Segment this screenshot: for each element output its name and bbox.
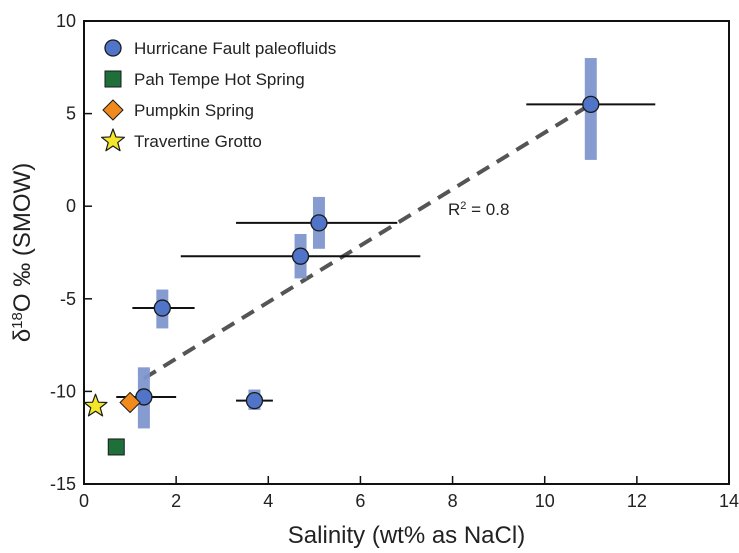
x-tick-label: 4 [263, 491, 273, 511]
y-tick-label: -5 [60, 289, 76, 309]
x-tick-label: 8 [448, 491, 458, 511]
data-point [83, 393, 108, 417]
legend-label: Pumpkin Spring [134, 101, 254, 120]
legend-label: Pah Tempe Hot Spring [134, 70, 305, 89]
data-point [153, 299, 171, 317]
x-tick-label: 10 [535, 491, 555, 511]
x-tick-label: 14 [719, 491, 739, 511]
data-point [135, 388, 153, 406]
legend-marker [104, 39, 122, 57]
axis-ticks: 0 2 4 6 8 10 12 14 10 5 0 -5 -10 -15 [50, 11, 739, 511]
legend: Hurricane Fault paleofluids Pah Tempe Hot… [100, 39, 336, 152]
y-axis-label-prefix: δ [9, 329, 36, 342]
y-tick-label: 0 [66, 196, 76, 216]
x-tick-label: 12 [627, 491, 647, 511]
data-point [245, 392, 264, 410]
data-point [107, 438, 125, 456]
legend-marker [104, 70, 122, 88]
plot-area [83, 20, 730, 485]
r-squared-r: R [448, 200, 460, 219]
r-squared-annotation: R2 = 0.8 [448, 200, 509, 219]
r-squared-sup: 2 [460, 200, 466, 212]
x-tick-label: 6 [355, 491, 365, 511]
data-point [582, 95, 600, 113]
x-tick-label: 2 [171, 491, 181, 511]
y-axis-label: δ18O ‰ (SMOW) [9, 163, 37, 342]
data-point [310, 214, 328, 232]
x-axis-label: Salinity (wt% as NaCl) [288, 522, 525, 549]
trendline [142, 102, 592, 381]
y-axis-label-suffix: O ‰ (SMOW) [9, 163, 36, 312]
y-tick-label: 5 [66, 104, 76, 124]
legend-label: Travertine Grotto [134, 132, 262, 151]
legend-marker [100, 128, 126, 152]
y-tick-label: -15 [50, 474, 76, 494]
y-tick-label: 10 [56, 11, 76, 31]
y-axis-label-sup: 18 [9, 312, 26, 329]
x-tick-label: 0 [79, 491, 89, 511]
r-squared-rest: = 0.8 [466, 200, 509, 219]
data-point [291, 247, 310, 265]
legend-label: Hurricane Fault paleofluids [134, 39, 336, 58]
y-tick-label: -10 [50, 381, 76, 401]
data-point [119, 391, 141, 414]
legend-marker [102, 99, 124, 121]
plot-frame [83, 20, 730, 485]
